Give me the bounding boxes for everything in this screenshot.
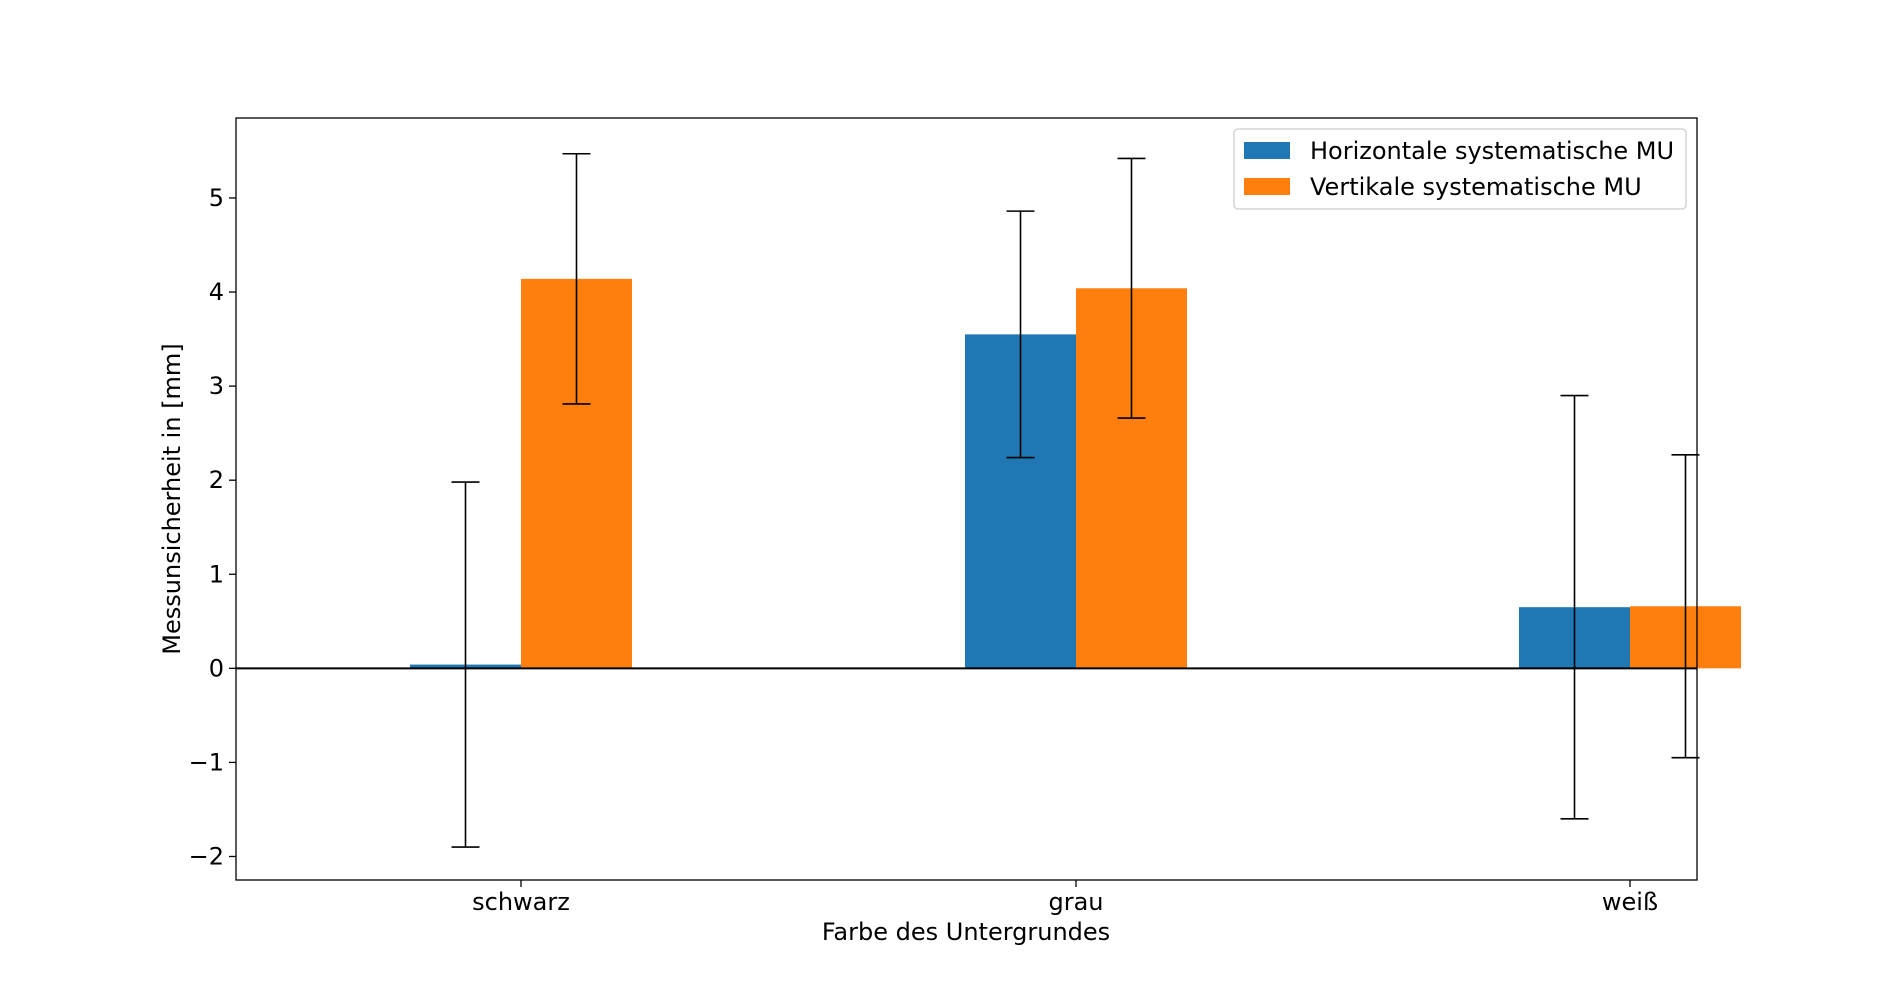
error-bar-0-0 xyxy=(451,481,480,848)
x-axis-ticks: schwarz grau weiß xyxy=(472,880,1658,916)
x-tick-label-1: grau xyxy=(1048,888,1103,916)
legend-swatch-horizontal xyxy=(1244,142,1290,159)
y-tick-label: 0 xyxy=(209,654,224,682)
y-tick-label: 5 xyxy=(209,184,224,212)
y-tick-label: 3 xyxy=(209,372,224,400)
error-bar-1-1 xyxy=(1117,157,1146,419)
x-tick-label-2: weiß xyxy=(1602,888,1658,916)
legend-swatch-vertical xyxy=(1244,178,1290,195)
y-tick-label: 1 xyxy=(209,560,224,588)
y-tick-label: 2 xyxy=(209,466,224,494)
legend: Horizontale systematische MU Vertikale s… xyxy=(1233,128,1687,210)
error-bar-1-2 xyxy=(1671,453,1700,759)
bars-layer xyxy=(410,278,1741,669)
y-axis-label: Messunsicherheit in [mm] xyxy=(158,343,186,654)
error-bar-1-0 xyxy=(562,152,591,405)
x-axis-label: Farbe des Untergrundes xyxy=(822,918,1110,946)
error-bar-0-1 xyxy=(1006,210,1035,459)
y-tick-label: 4 xyxy=(209,278,224,306)
error-bar-0-2 xyxy=(1560,394,1589,820)
x-tick-label-0: schwarz xyxy=(472,888,570,916)
plot-frame xyxy=(235,117,1698,881)
legend-box xyxy=(1233,128,1687,210)
legend-label-horizontal: Horizontale systematische MU xyxy=(1310,137,1674,165)
y-axis-ticks: −2 −1 0 1 2 3 4 5 xyxy=(189,184,236,870)
legend-label-vertical: Vertikale systematische MU xyxy=(1310,173,1642,201)
y-tick-label: −1 xyxy=(189,748,224,776)
error-bars-layer xyxy=(451,152,1700,848)
y-tick-label: −2 xyxy=(189,842,224,870)
